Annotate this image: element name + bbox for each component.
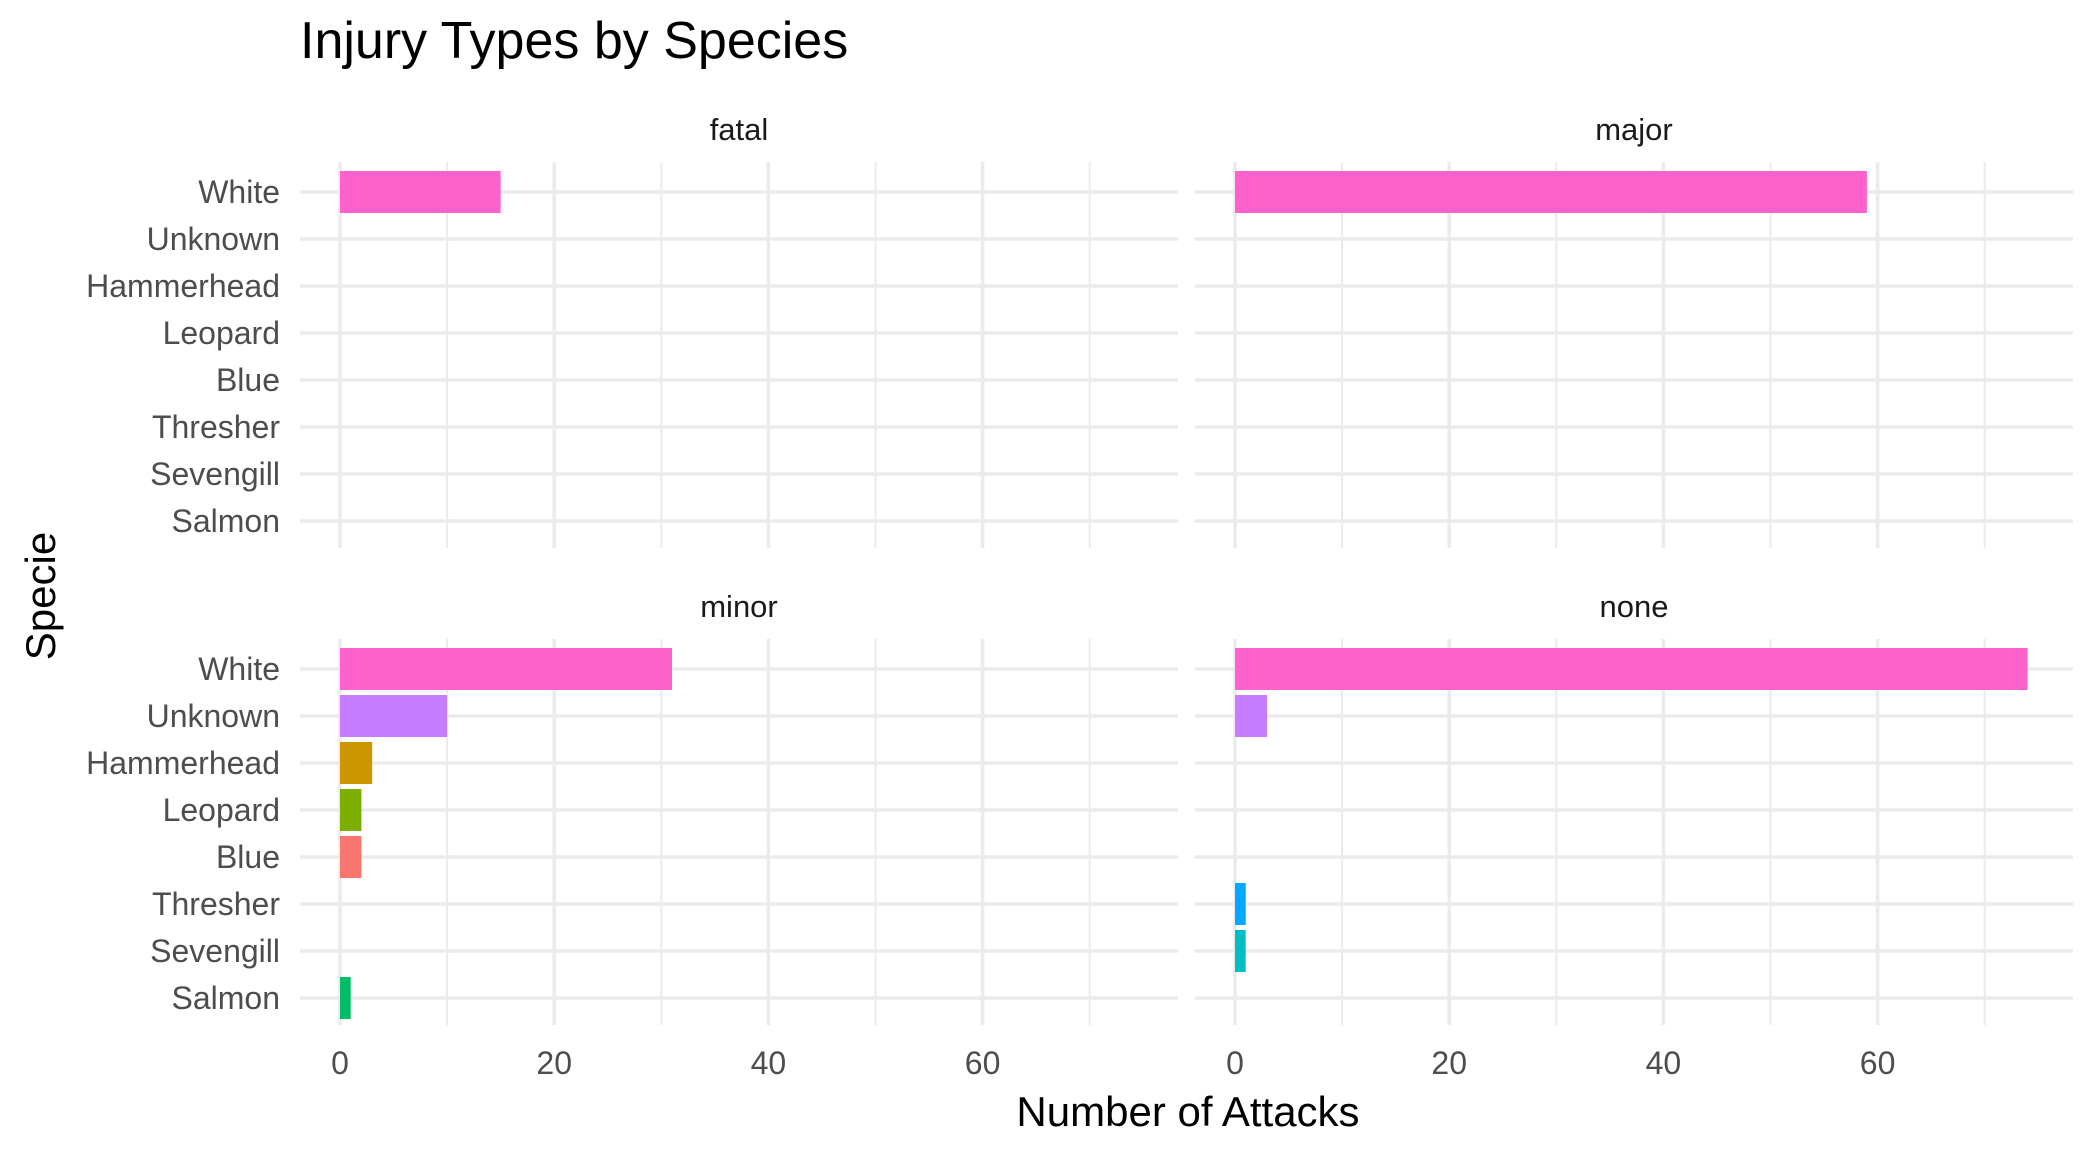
y-tick-label: Salmon bbox=[172, 980, 281, 1016]
x-tick-label: 20 bbox=[1431, 1045, 1467, 1081]
bar-unknown bbox=[1235, 695, 1268, 737]
facet-panel-fatal: fatal White Unknown Hammerhead Leopard Blue Th… bbox=[86, 112, 1178, 548]
y-tick-label: White bbox=[198, 174, 280, 210]
facet-strip-label: major bbox=[1595, 112, 1673, 147]
facet-strip-label: minor bbox=[700, 589, 778, 624]
bar-unknown bbox=[340, 695, 448, 737]
y-axis-title: Specie bbox=[17, 532, 64, 660]
facet-panels: fatal White Unknown Hammerhead Leopard Blue Th… bbox=[86, 112, 2073, 1081]
y-tick-label: Blue bbox=[216, 362, 280, 398]
x-tick-label: 60 bbox=[1860, 1045, 1896, 1081]
x-tick-label: 60 bbox=[965, 1045, 1001, 1081]
x-tick-label: 40 bbox=[1646, 1045, 1682, 1081]
facet-panel-minor: minor White Unknown Hammerhead Leopard Blue Th… bbox=[86, 589, 1178, 1081]
bar-white bbox=[340, 648, 673, 690]
y-tick-label: Sevengill bbox=[150, 933, 280, 969]
y-tick-label: Hammerhead bbox=[86, 745, 280, 781]
facet-strip-label: fatal bbox=[710, 112, 769, 147]
y-tick-label: Salmon bbox=[172, 503, 281, 539]
y-tick-label: Unknown bbox=[147, 698, 280, 734]
x-tick-label: 0 bbox=[1226, 1045, 1244, 1081]
facet-panel-none: none 0 20 40 60 bbox=[1195, 589, 2073, 1081]
bar-hammerhead bbox=[340, 742, 373, 784]
y-tick-label: Hammerhead bbox=[86, 268, 280, 304]
bar-salmon bbox=[340, 977, 351, 1019]
chart-title: Injury Types by Species bbox=[300, 12, 848, 70]
bar-thresher bbox=[1235, 883, 1246, 925]
y-tick-label: Leopard bbox=[163, 792, 280, 828]
y-tick-label: Blue bbox=[216, 839, 280, 875]
y-tick-label: Sevengill bbox=[150, 456, 280, 492]
bar-sevengill bbox=[1235, 930, 1246, 972]
y-tick-label: Leopard bbox=[163, 315, 280, 351]
x-tick-label: 0 bbox=[331, 1045, 349, 1081]
x-tick-label: 40 bbox=[751, 1045, 787, 1081]
y-tick-label: Unknown bbox=[147, 221, 280, 257]
y-tick-label: White bbox=[198, 651, 280, 687]
bar-leopard bbox=[340, 789, 362, 831]
x-axis-title: Number of Attacks bbox=[1016, 1088, 1359, 1135]
bar-white bbox=[340, 171, 501, 213]
facet-panel-major: major bbox=[1195, 112, 2073, 548]
bar-white bbox=[1235, 648, 2028, 690]
y-tick-label: Thresher bbox=[152, 886, 280, 922]
y-tick-label: Thresher bbox=[152, 409, 280, 445]
bar-blue bbox=[340, 836, 362, 878]
x-tick-label: 20 bbox=[536, 1045, 572, 1081]
bar-white bbox=[1235, 171, 1867, 213]
facet-strip-label: none bbox=[1600, 589, 1669, 624]
